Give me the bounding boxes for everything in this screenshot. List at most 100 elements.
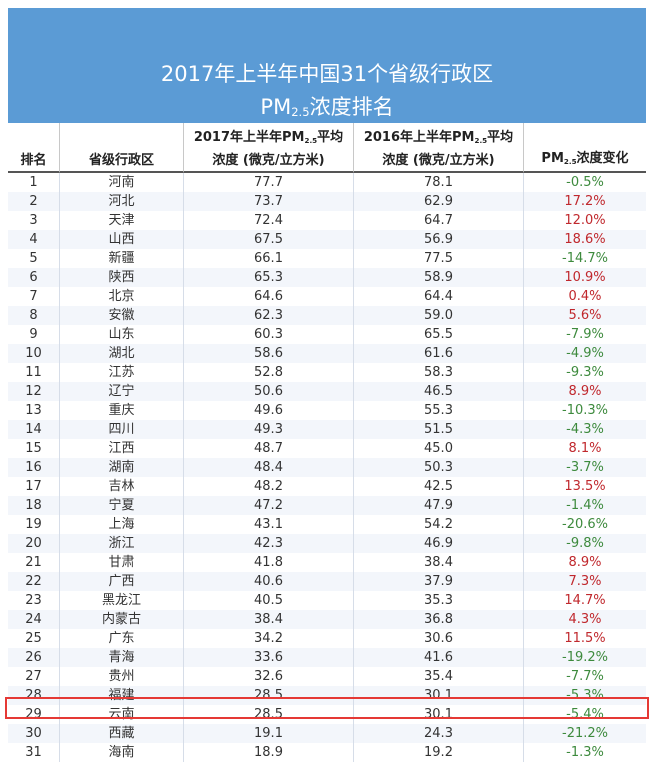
value-2016-cell: 30.1 — [354, 686, 524, 705]
rank-cell: 24 — [8, 610, 60, 629]
value-2017-cell: 43.1 — [184, 515, 354, 534]
title-pm: PM — [260, 95, 292, 119]
value-2017-cell: 48.4 — [184, 458, 354, 477]
rank-cell: 12 — [8, 382, 60, 401]
table-row: 23 黑龙江 40.5 35.3 14.7% — [8, 591, 646, 610]
table-row: 8 安徽 62.3 59.0 5.6% — [8, 306, 646, 325]
rank-cell: 10 — [8, 344, 60, 363]
table-row: 25 广东 34.2 30.6 11.5% — [8, 629, 646, 648]
value-2017-cell: 48.7 — [184, 439, 354, 458]
value-2017-cell: 32.6 — [184, 667, 354, 686]
province-cell: 吉林 — [60, 477, 184, 496]
value-2017-cell: 42.3 — [184, 534, 354, 553]
value-2017-cell: 28.5 — [184, 686, 354, 705]
rank-cell: 26 — [8, 648, 60, 667]
change-cell: 5.6% — [568, 308, 602, 323]
province-cell: 贵州 — [60, 667, 184, 686]
rank-cell: 11 — [8, 363, 60, 382]
change-cell: -9.3% — [566, 365, 604, 380]
rank-cell: 9 — [8, 325, 60, 344]
table-row: 16 湖南 48.4 50.3 -3.7% — [8, 458, 646, 477]
value-2016-cell: 62.9 — [354, 192, 524, 211]
table-row: 6 陕西 65.3 58.9 10.9% — [8, 268, 646, 287]
rank-cell: 16 — [8, 458, 60, 477]
rank-cell: 4 — [8, 230, 60, 249]
header-province: 省级行政区 — [60, 123, 184, 173]
rank-cell: 20 — [8, 534, 60, 553]
change-cell: -9.8% — [566, 536, 604, 551]
value-2016-cell: 58.9 — [354, 268, 524, 287]
table-row: 26 青海 33.6 41.6 -19.2% — [8, 648, 646, 667]
highlight-box-fujian — [5, 697, 649, 719]
province-cell: 北京 — [60, 287, 184, 306]
province-cell: 重庆 — [60, 401, 184, 420]
title-tail: 浓度排名 — [309, 95, 394, 119]
rank-cell: 5 — [8, 249, 60, 268]
change-cell: -7.9% — [566, 327, 604, 342]
value-2016-cell: 30.6 — [354, 629, 524, 648]
value-2016-cell: 51.5 — [354, 420, 524, 439]
change-cell: -1.4% — [566, 498, 604, 513]
table-row: 21 甘肃 41.8 38.4 8.9% — [8, 553, 646, 572]
value-2016-cell: 36.8 — [354, 610, 524, 629]
province-cell: 内蒙古 — [60, 610, 184, 629]
change-cell: 8.1% — [568, 441, 602, 456]
value-2017-cell: 73.7 — [184, 192, 354, 211]
table-row: 20 浙江 42.3 46.9 -9.8% — [8, 534, 646, 553]
table-row: 24 内蒙古 38.4 36.8 4.3% — [8, 610, 646, 629]
value-2017-cell: 49.3 — [184, 420, 354, 439]
value-2017-cell: 38.4 — [184, 610, 354, 629]
province-cell: 江西 — [60, 439, 184, 458]
rank-cell: 22 — [8, 572, 60, 591]
change-cell: 17.2% — [564, 194, 606, 209]
province-cell: 山东 — [60, 325, 184, 344]
change-cell: -5.3% — [566, 688, 604, 703]
table-row: 12 辽宁 50.6 46.5 8.9% — [8, 382, 646, 401]
province-cell: 黑龙江 — [60, 591, 184, 610]
value-2016-cell: 41.6 — [354, 648, 524, 667]
rank-cell: 18 — [8, 496, 60, 515]
header-2016: 2016年上半年PM2.5平均 浓度 (微克/立方米) — [354, 123, 524, 173]
province-cell: 安徽 — [60, 306, 184, 325]
rank-cell: 7 — [8, 287, 60, 306]
rank-cell: 3 — [8, 211, 60, 230]
value-2016-cell: 50.3 — [354, 458, 524, 477]
change-cell: -4.3% — [566, 422, 604, 437]
value-2017-cell: 19.1 — [184, 724, 354, 743]
rank-cell: 21 — [8, 553, 60, 572]
value-2016-cell: 61.6 — [354, 344, 524, 363]
value-2017-cell: 50.6 — [184, 382, 354, 401]
change-cell: -21.2% — [562, 726, 608, 741]
table-row: 30 西藏 19.1 24.3 -21.2% — [8, 724, 646, 743]
value-2016-cell: 65.5 — [354, 325, 524, 344]
change-cell: 18.6% — [564, 232, 606, 247]
province-cell: 河北 — [60, 192, 184, 211]
rank-cell: 15 — [8, 439, 60, 458]
province-cell: 天津 — [60, 211, 184, 230]
value-2017-cell: 77.7 — [184, 173, 354, 192]
province-cell: 福建 — [60, 686, 184, 705]
header-2017: 2017年上半年PM2.5平均 浓度 (微克/立方米) — [184, 123, 354, 173]
rank-cell: 28 — [8, 686, 60, 705]
value-2017-cell: 60.3 — [184, 325, 354, 344]
value-2017-cell: 41.8 — [184, 553, 354, 572]
value-2017-cell: 34.2 — [184, 629, 354, 648]
table-row: 18 宁夏 47.2 47.9 -1.4% — [8, 496, 646, 515]
change-cell: -4.9% — [566, 346, 604, 361]
value-2017-cell: 65.3 — [184, 268, 354, 287]
value-2017-cell: 40.5 — [184, 591, 354, 610]
rank-cell: 17 — [8, 477, 60, 496]
value-2016-cell: 78.1 — [354, 173, 524, 192]
change-cell: -0.5% — [566, 175, 604, 190]
province-cell: 辽宁 — [60, 382, 184, 401]
rank-cell: 23 — [8, 591, 60, 610]
title-line-2: PM2.5浓度排名 — [8, 91, 646, 121]
province-cell: 四川 — [60, 420, 184, 439]
rank-cell: 31 — [8, 743, 60, 762]
change-cell: 0.4% — [568, 289, 602, 304]
table-row: 1 河南 77.7 78.1 -0.5% — [8, 173, 646, 192]
change-cell: 11.5% — [564, 631, 606, 646]
value-2017-cell: 66.1 — [184, 249, 354, 268]
table-row: 4 山西 67.5 56.9 18.6% — [8, 230, 646, 249]
table-row: 19 上海 43.1 54.2 -20.6% — [8, 515, 646, 534]
